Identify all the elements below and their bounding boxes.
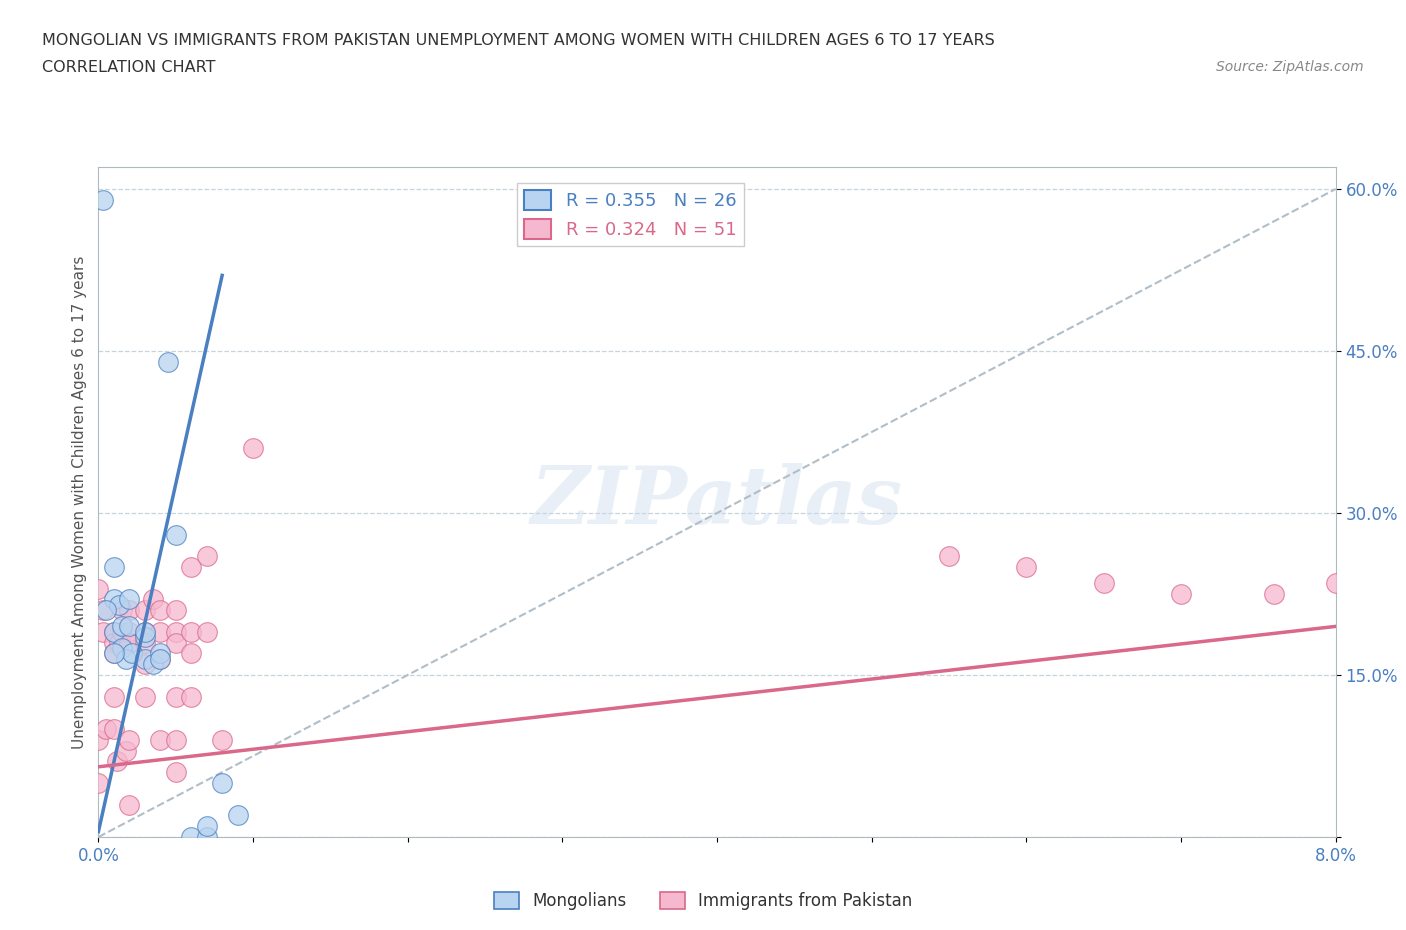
Point (118, 797, 141, 812)
Point (165, 764, 187, 779)
Point (211, 732, 233, 747)
Point (134, 689, 156, 704)
Legend: Mongolians, Immigrants from Pakistan: Mongolians, Immigrants from Pakistan (486, 885, 920, 917)
Text: CORRELATION CHART: CORRELATION CHART (42, 60, 215, 75)
Point (165, 603, 187, 618)
Point (141, 592, 165, 607)
Point (118, 603, 141, 618)
Legend: R = 0.355   N = 26, R = 0.324   N = 51: R = 0.355 N = 26, R = 0.324 N = 51 (517, 183, 744, 246)
Point (211, 776, 233, 790)
Point (165, 732, 187, 747)
Point (134, 651, 156, 666)
Point (149, 732, 172, 747)
Point (180, 830, 202, 844)
Point (87, 776, 110, 790)
Point (91, 193, 114, 207)
Point (103, 722, 125, 737)
Point (180, 560, 202, 575)
Point (149, 603, 172, 618)
Point (195, 818, 218, 833)
Point (107, 597, 129, 612)
Point (121, 646, 143, 661)
Point (115, 651, 138, 666)
Point (111, 641, 132, 656)
Point (103, 624, 125, 639)
Point (118, 619, 141, 634)
Point (134, 657, 156, 671)
Point (1170, 587, 1192, 602)
Text: Source: ZipAtlas.com: Source: ZipAtlas.com (1216, 60, 1364, 74)
Point (103, 689, 125, 704)
Point (111, 624, 132, 639)
Point (87, 581, 110, 596)
Point (115, 743, 138, 758)
Point (938, 549, 960, 564)
Point (195, 549, 218, 564)
Point (111, 603, 132, 618)
Point (134, 603, 156, 618)
Point (165, 689, 187, 704)
Point (226, 808, 249, 823)
Point (180, 646, 202, 661)
Point (1263, 587, 1285, 602)
Y-axis label: Unemployment Among Women with Children Ages 6 to 17 years: Unemployment Among Women with Children A… (72, 256, 87, 749)
Point (134, 635, 156, 650)
Point (118, 624, 141, 639)
Point (134, 624, 156, 639)
Point (165, 635, 187, 650)
Point (149, 646, 172, 661)
Point (91, 603, 114, 618)
Point (103, 646, 125, 661)
Point (149, 651, 172, 666)
Point (111, 619, 132, 634)
Point (242, 441, 264, 456)
Point (107, 635, 129, 650)
Point (103, 624, 125, 639)
Point (103, 560, 125, 575)
Point (1015, 560, 1038, 575)
Point (180, 689, 202, 704)
Point (195, 624, 218, 639)
Point (118, 732, 141, 747)
Point (165, 624, 187, 639)
Point (141, 657, 165, 671)
Point (103, 592, 125, 607)
Point (1092, 576, 1115, 591)
Point (118, 592, 141, 607)
Point (180, 624, 202, 639)
Text: ZIPatlas: ZIPatlas (531, 463, 903, 541)
Point (96, 603, 118, 618)
Point (105, 754, 128, 769)
Point (103, 635, 125, 650)
Point (165, 527, 187, 542)
Point (118, 635, 141, 650)
Text: MONGOLIAN VS IMMIGRANTS FROM PAKISTAN UNEMPLOYMENT AMONG WOMEN WITH CHILDREN AGE: MONGOLIAN VS IMMIGRANTS FROM PAKISTAN UN… (42, 33, 995, 47)
Point (1324, 576, 1347, 591)
Point (134, 624, 156, 639)
Point (87, 732, 110, 747)
Point (157, 354, 180, 369)
Point (195, 830, 218, 844)
Point (149, 624, 172, 639)
Point (91, 624, 114, 639)
Point (134, 630, 156, 644)
Point (103, 646, 125, 661)
Point (149, 651, 172, 666)
Point (96, 722, 118, 737)
